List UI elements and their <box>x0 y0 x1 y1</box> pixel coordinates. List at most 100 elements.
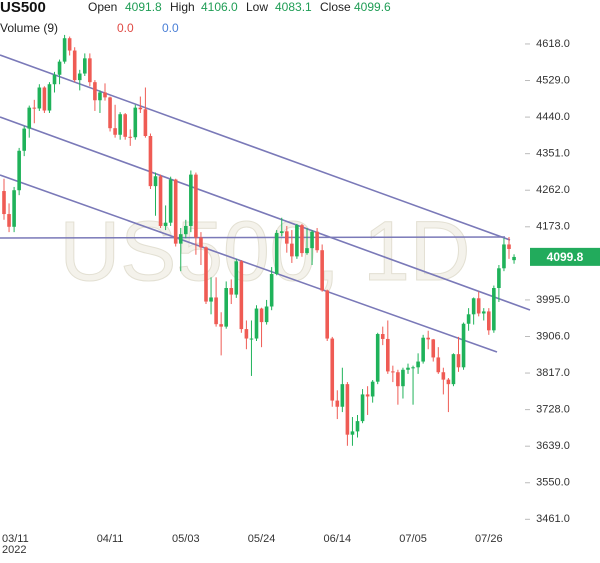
candle-body <box>2 191 6 215</box>
candle-body <box>249 338 254 340</box>
candle-body <box>189 174 193 226</box>
candle-body <box>47 84 52 111</box>
y-tick-label: 3728.0 <box>536 404 570 416</box>
candle-body <box>325 290 329 339</box>
x-tick-label: 03/11 <box>2 533 29 545</box>
candle-body <box>133 107 138 138</box>
watermark: US500, 1D <box>59 204 471 299</box>
y-tick-label: 4440.0 <box>536 111 570 123</box>
candle-body <box>88 58 92 83</box>
x-tick-label: 05/24 <box>248 533 276 545</box>
candle-body <box>476 298 481 314</box>
candle-body <box>224 288 228 327</box>
ohlc-label: Low <box>246 0 268 14</box>
candle-body <box>184 225 188 235</box>
last-price-label: 4099.8 <box>547 250 584 264</box>
y-tick-label: 3817.0 <box>536 367 570 379</box>
candle-body <box>244 329 249 339</box>
ohlc-value: 4083.1 <box>275 0 312 14</box>
candle-body <box>441 372 446 380</box>
candle-body <box>380 334 385 339</box>
candle-body <box>163 222 168 226</box>
y-tick-label: 3639.0 <box>536 440 570 452</box>
candle-body <box>300 225 304 254</box>
candle-body <box>416 361 420 368</box>
candle-body <box>77 73 82 81</box>
ohlc-label: Open <box>88 0 117 14</box>
candle-body <box>168 179 173 223</box>
candle-body <box>436 357 441 373</box>
candle-body <box>37 87 42 109</box>
candle-body <box>345 384 350 435</box>
candle-body <box>259 308 264 323</box>
x-tick-label: 07/26 <box>475 533 503 545</box>
candle-body <box>355 421 360 432</box>
candle-body <box>27 107 32 129</box>
candle-body <box>456 354 461 368</box>
year-label: 2022 <box>2 544 26 556</box>
candle-body <box>173 179 178 244</box>
candle-body <box>254 308 259 339</box>
y-tick-label: 4262.0 <box>536 184 570 196</box>
trend-line <box>0 54 511 241</box>
y-tick-label: 4529.0 <box>536 74 570 86</box>
volume-value: 0.0 <box>162 21 179 35</box>
candle-body <box>178 234 183 244</box>
candle-body <box>199 237 203 248</box>
candle-body <box>497 268 501 289</box>
symbol: US500 <box>0 0 46 16</box>
x-tick-label: 05/03 <box>172 533 200 545</box>
candle-body <box>123 114 127 137</box>
candle-body <box>12 190 16 227</box>
candle-body <box>340 384 345 407</box>
candle-body <box>194 174 198 238</box>
candle-body <box>22 128 26 151</box>
candle-body <box>386 338 390 372</box>
y-tick-label: 3461.0 <box>536 513 570 525</box>
volume-label: Volume (9) <box>0 21 58 35</box>
candle-body <box>239 261 244 330</box>
ohlc-label: Close <box>320 0 351 14</box>
candle-body <box>310 231 314 249</box>
candle-body <box>52 74 57 85</box>
y-tick-label: 3550.0 <box>536 477 570 489</box>
volume-value: 0.0 <box>117 21 134 35</box>
candle-body <box>57 61 62 75</box>
candle-body <box>42 87 47 111</box>
candle-body <box>93 82 97 101</box>
candle-body <box>360 394 365 422</box>
candle-body <box>350 431 355 435</box>
y-tick-label: 3995.0 <box>536 294 570 306</box>
candle-body <box>411 367 415 369</box>
candle-body <box>143 109 148 136</box>
candle-body <box>391 371 395 373</box>
candle-body <box>471 298 476 315</box>
candle-body <box>421 337 425 362</box>
y-tick-label: 4173.0 <box>536 221 570 233</box>
candle-body <box>461 323 466 368</box>
watermark-text: US500, 1D <box>60 204 471 298</box>
ohlc-value: 4091.8 <box>125 0 162 14</box>
price-axis: 4618.0 4529.0 4440.0 4351.0 4262.0 4173.0 3995… <box>2 38 600 556</box>
candle-body <box>7 214 11 227</box>
candle-body <box>315 231 319 251</box>
candle-body <box>153 176 158 187</box>
candle-body <box>128 136 133 138</box>
candle-body <box>335 400 340 407</box>
candle-body <box>269 274 274 307</box>
x-tick-label: 07/05 <box>399 533 427 545</box>
candle-body <box>32 107 37 109</box>
trend-line <box>0 174 498 353</box>
candle-body <box>113 128 117 135</box>
candle-body <box>396 372 400 387</box>
trend-line <box>0 116 531 311</box>
candle-body <box>148 135 153 187</box>
candle-body <box>285 231 289 244</box>
candle-body <box>229 288 234 295</box>
y-tick-label: 3906.0 <box>536 330 570 342</box>
candle-body <box>481 311 486 314</box>
candle-body <box>446 379 451 385</box>
trend-lines <box>0 54 531 353</box>
candle-body <box>158 176 163 226</box>
